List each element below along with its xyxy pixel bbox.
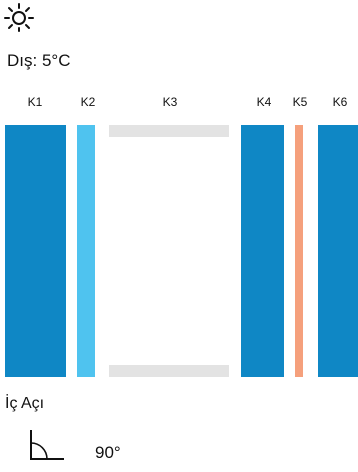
layer-k1-glass[interactable] — [5, 125, 66, 377]
layer-label-k4: K4 — [256, 95, 272, 109]
inner-angle-value: 90° — [95, 443, 121, 462]
layer-k3-cavity-bottom[interactable] — [109, 365, 229, 377]
layer-k6-glass[interactable] — [318, 125, 358, 377]
inner-angle-label: İç Açı — [5, 395, 45, 412]
layer-k2-glass[interactable] — [77, 125, 95, 377]
layer-label-k6: K6 — [332, 95, 348, 109]
sun-icon — [4, 3, 34, 32]
outside-temperature: Dış: 5°C — [7, 51, 71, 70]
layer-k4-glass[interactable] — [241, 125, 284, 377]
layer-label-k3: K3 — [162, 95, 178, 109]
layer-k5-spacer[interactable] — [295, 125, 303, 377]
layer-label-k5: K5 — [292, 95, 308, 109]
layer-label-k1: K1 — [27, 95, 43, 109]
layer-label-k2: K2 — [80, 95, 96, 109]
layer-k3-cavity-top[interactable] — [109, 125, 229, 137]
angle-icon — [30, 430, 64, 460]
